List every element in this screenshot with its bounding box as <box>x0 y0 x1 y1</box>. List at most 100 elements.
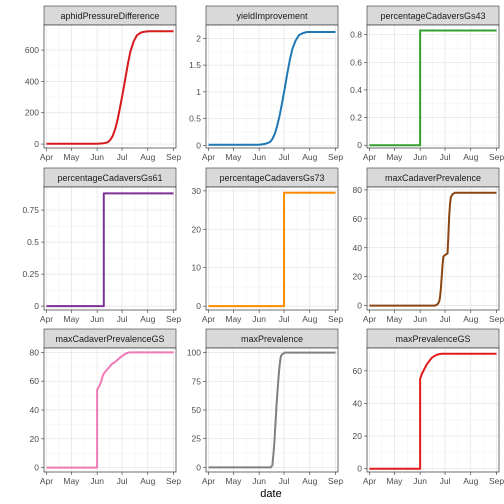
series-line-aphidPressureDifference <box>46 30 174 145</box>
facet-aphidPressureDifference: aphidPressureDifference 0 200 400 600 Apr May J… <box>25 5 181 162</box>
y-tick-label: 100 <box>187 348 201 358</box>
series-line-maxPrevalenceGS <box>369 352 497 470</box>
facet-title: percentageCadaversGs43 <box>380 11 485 21</box>
x-tick-label: May <box>225 314 242 324</box>
x-tick-label: Apr <box>363 314 376 324</box>
facet-maxPrevalenceGS: maxPrevalenceGS 0 20 40 60 Apr May Jun Jul Aug Sep <box>353 328 504 486</box>
panel-border <box>205 186 339 311</box>
x-tick-label: Aug <box>302 476 317 486</box>
facet-percentageCadaversGs61: percentageCadaversGs61 0 0.25 0.5 0.75 Apr May… <box>22 167 181 324</box>
panel-border <box>366 24 500 149</box>
x-tick-label: Jun <box>252 152 266 162</box>
x-tick-label: Sep <box>166 152 181 162</box>
series-line-maxCadaverPrevalenceGS <box>46 351 174 469</box>
x-tick-label: May <box>386 314 403 324</box>
y-tick-label: 40 <box>30 405 40 415</box>
x-tick-label: Jul <box>440 476 451 486</box>
y-tick-label: 20 <box>192 224 202 234</box>
y-tick-label: 60 <box>30 376 40 386</box>
y-tick-label: 25 <box>192 434 202 444</box>
x-axis-title: date <box>260 488 281 500</box>
panel-background <box>367 187 499 310</box>
y-tick-label: 0 <box>357 464 362 474</box>
x-tick-label: Jun <box>413 314 427 324</box>
facet-title: aphidPressureDifference <box>61 11 160 21</box>
y-tick-label: 0.6 <box>350 57 362 67</box>
x-tick-label: Sep <box>489 476 504 486</box>
y-tick-label: 0 <box>34 463 39 473</box>
x-tick-label: Jul <box>279 314 290 324</box>
x-tick-label: Jul <box>117 314 128 324</box>
x-tick-label: Jun <box>252 476 266 486</box>
x-tick-label: May <box>225 152 242 162</box>
x-tick-label: May <box>63 314 80 324</box>
x-tick-label: Jun <box>413 476 427 486</box>
series-line-yieldImprovement <box>208 30 336 146</box>
x-tick-label: Jun <box>90 152 104 162</box>
x-tick-label: Apr <box>202 476 215 486</box>
series-line-maxCadaverPrevalence <box>369 191 497 307</box>
facet-title: percentageCadaversGs73 <box>219 173 324 183</box>
facet-title: maxPrevalenceGS <box>395 334 470 344</box>
y-tick-label: 75 <box>192 376 202 386</box>
y-tick-label: 200 <box>25 108 39 118</box>
y-tick-label: 0 <box>196 301 201 311</box>
x-tick-label: Jun <box>413 152 427 162</box>
y-tick-label: 60 <box>353 214 363 224</box>
y-tick-label: 0.75 <box>22 205 39 215</box>
series-line-percentageCadaversGs73 <box>208 191 336 308</box>
y-tick-label: 2 <box>196 33 201 43</box>
x-tick-label: Aug <box>463 314 478 324</box>
x-tick-label: May <box>386 476 403 486</box>
panel-border <box>43 186 177 311</box>
y-tick-label: 400 <box>25 76 39 86</box>
y-tick-label: 20 <box>353 272 363 282</box>
x-tick-label: Aug <box>302 314 317 324</box>
x-tick-label: Sep <box>328 476 343 486</box>
y-tick-label: 30 <box>192 186 202 196</box>
y-tick-label: 10 <box>192 263 202 273</box>
panel-background <box>206 25 338 148</box>
y-tick-label: 1.5 <box>189 60 201 70</box>
y-tick-label: 0 <box>357 140 362 150</box>
facet-percentageCadaversGs43: percentageCadaversGs43 0 0.2 0.4 0.6 0.8 Apr Ma… <box>350 5 504 162</box>
y-tick-label: 1 <box>196 87 201 97</box>
y-tick-label: 0 <box>34 139 39 149</box>
y-tick-label: 0 <box>196 462 201 472</box>
y-tick-label: 600 <box>25 45 39 55</box>
y-tick-label: 20 <box>353 431 363 441</box>
facet-percentageCadaversGs73: percentageCadaversGs73 0 10 20 30 Apr May Jun Ju… <box>192 167 343 324</box>
facet-title: maxPrevalence <box>241 334 303 344</box>
x-tick-label: Sep <box>166 314 181 324</box>
x-tick-label: Apr <box>363 476 376 486</box>
x-tick-label: Jun <box>90 314 104 324</box>
x-tick-label: Aug <box>140 476 155 486</box>
facet-title: percentageCadaversGs61 <box>57 173 162 183</box>
series-line-percentageCadaversGs61 <box>46 192 174 308</box>
x-tick-label: May <box>386 152 403 162</box>
x-tick-label: Aug <box>463 476 478 486</box>
y-tick-label: 50 <box>192 405 202 415</box>
facet-maxPrevalence: maxPrevalence 0 25 50 75 100 Apr May Jun Jul Aug Se… <box>187 328 343 486</box>
y-tick-label: 20 <box>30 434 40 444</box>
panel-background <box>367 348 499 472</box>
x-tick-label: Jul <box>279 152 290 162</box>
x-tick-label: Sep <box>328 152 343 162</box>
x-tick-label: Jul <box>279 476 290 486</box>
facet-maxCadaverPrevalence: maxCadaverPrevalence 0 20 40 60 80 Apr May Jun Ju… <box>353 167 504 324</box>
facet-maxCadaverPrevalenceGS: maxCadaverPrevalenceGS 0 20 40 60 80 Apr May Jun… <box>30 328 181 486</box>
x-tick-label: Sep <box>166 476 181 486</box>
x-tick-label: Apr <box>40 152 53 162</box>
facet-title: yieldImprovement <box>236 11 308 21</box>
x-tick-label: Apr <box>40 314 53 324</box>
y-tick-label: 0.5 <box>189 114 201 124</box>
x-tick-label: Apr <box>363 152 376 162</box>
y-tick-label: 80 <box>353 185 363 195</box>
x-tick-label: Sep <box>489 152 504 162</box>
y-tick-label: 0.4 <box>350 85 362 95</box>
x-tick-label: Aug <box>140 314 155 324</box>
x-tick-label: Apr <box>40 476 53 486</box>
x-tick-label: Sep <box>489 314 504 324</box>
x-tick-label: Apr <box>202 314 215 324</box>
y-tick-label: 0 <box>196 140 201 150</box>
